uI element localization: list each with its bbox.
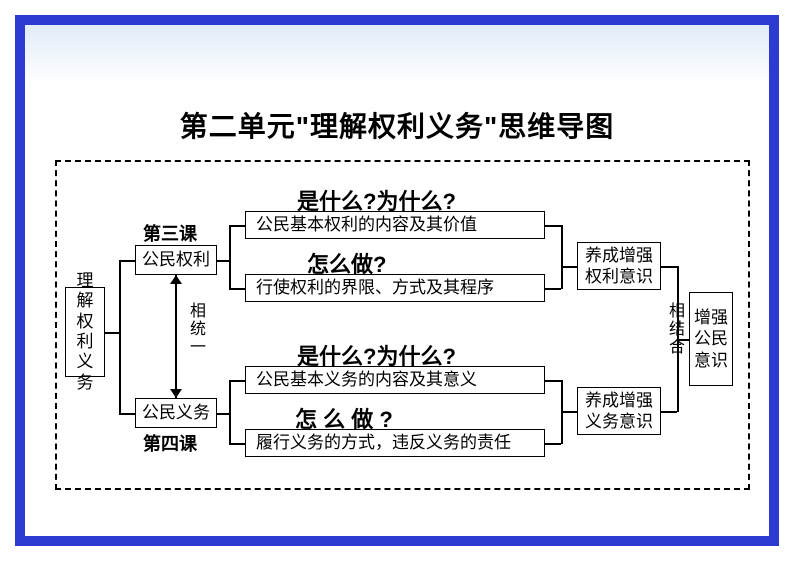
- node-enhance-text: 增强公民意识: [694, 307, 728, 371]
- c-rights-to-2: [229, 288, 245, 290]
- outer-frame: 第二单元"理解权利义务"思维导图 理解权利义务 公民权利 公民义务 第三课 第四…: [15, 15, 779, 546]
- arrowhead-up: [170, 275, 182, 284]
- node-enhance: 增强公民意识: [689, 292, 733, 386]
- node-rights-exercise: 行使权利的界限、方式及其程序: [245, 274, 545, 302]
- label-qww1: 是什么?为什么?: [297, 184, 456, 216]
- node-rights-content-text: 公民基本权利的内容及其价值: [256, 214, 477, 235]
- node-cultivate-rights: 养成增强权利意识: [577, 242, 661, 290]
- label-lesson3: 第三课: [143, 220, 197, 246]
- node-duties: 公民义务: [135, 398, 217, 428]
- node-rights-exercise-text: 行使权利的界限、方式及其程序: [256, 277, 494, 298]
- node-duties-perform: 履行义务的方式，违反义务的责任: [245, 429, 545, 457]
- label-how2: 怎 么 做 ?: [295, 402, 393, 434]
- node-rights: 公民权利: [135, 245, 217, 275]
- label-combine: 相结合: [662, 302, 686, 361]
- c-duties-to-1: [229, 380, 245, 382]
- c-mr-to-cult: [561, 266, 577, 268]
- c-duties-to-2: [229, 443, 245, 445]
- c-cd-out: [661, 411, 677, 413]
- c-md-to-cult: [561, 411, 577, 413]
- node-rights-text: 公民权利: [142, 249, 210, 270]
- node-duties-text: 公民义务: [142, 402, 210, 423]
- node-root-text: 理解权利义务: [70, 271, 100, 393]
- c-root-to-duties: [119, 413, 135, 415]
- c-mr1-out: [545, 225, 561, 227]
- node-duties-content-text: 公民基本义务的内容及其意义: [256, 369, 477, 390]
- c-rights-out: [217, 260, 229, 262]
- c-rights-v: [229, 225, 231, 288]
- label-qww2: 是什么?为什么?: [297, 339, 456, 371]
- c-c-to-enh: [677, 339, 689, 341]
- c-mr2-out: [545, 288, 561, 290]
- c-cr-out: [661, 266, 677, 268]
- c-duties-out: [217, 413, 229, 415]
- c-mr-v: [561, 225, 563, 289]
- c-duties-v: [229, 380, 231, 443]
- page-title: 第二单元"理解权利义务"思维导图: [25, 105, 769, 145]
- c-root-to-rights: [119, 260, 135, 262]
- node-cultivate-duties: 养成增强义务意识: [577, 387, 661, 435]
- node-cultivate-rights-text: 养成增强权利意识: [582, 245, 656, 288]
- arrow-unify-up: [175, 275, 177, 398]
- node-duties-perform-text: 履行义务的方式，违反义务的责任: [256, 432, 511, 453]
- label-combine-text: 相结合: [662, 302, 686, 356]
- c-root-v: [119, 260, 121, 413]
- label-lesson4: 第四课: [143, 430, 197, 456]
- label-how1: 怎么做?: [307, 247, 386, 279]
- label-unify: 相统一: [183, 300, 207, 366]
- node-root: 理解权利义务: [65, 287, 105, 377]
- c-rights-to-1: [229, 225, 245, 227]
- arrowhead-down: [170, 389, 182, 398]
- sky-gradient: [25, 25, 769, 85]
- dashed-frame: 理解权利义务 公民权利 公民义务 第三课 第四课 相统一 公民基本权利的内容及其…: [55, 160, 750, 490]
- c-md2-out: [545, 443, 561, 445]
- c-md1-out: [545, 380, 561, 382]
- label-unify-text: 相统一: [183, 302, 207, 356]
- c-root-out: [105, 332, 119, 334]
- node-cultivate-duties-text: 养成增强义务意识: [582, 390, 656, 433]
